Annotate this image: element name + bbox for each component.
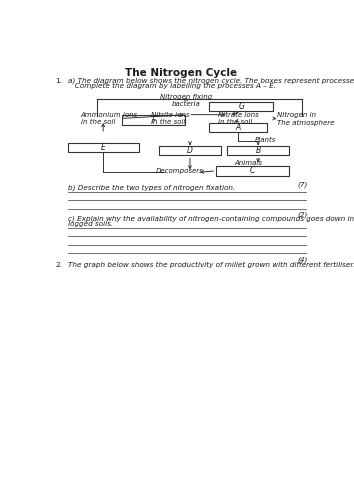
Bar xyxy=(227,146,289,156)
Text: The Nitrogen Cycle: The Nitrogen Cycle xyxy=(125,68,238,78)
Text: 1.: 1. xyxy=(55,78,62,84)
Bar xyxy=(159,146,221,156)
Text: (7): (7) xyxy=(297,182,308,188)
Bar xyxy=(216,166,289,175)
Text: a) The diagram below shows the nitrogen cycle. The boxes represent processes.: a) The diagram below shows the nitrogen … xyxy=(68,78,354,84)
Text: (2): (2) xyxy=(297,212,308,218)
Text: Nitrogen fixing
bacteria: Nitrogen fixing bacteria xyxy=(160,94,212,107)
Text: E: E xyxy=(101,144,105,152)
Text: Plants: Plants xyxy=(255,137,276,143)
Text: B: B xyxy=(256,146,261,156)
Text: The graph below shows the productivity of millet grown with different fertiliser: The graph below shows the productivity o… xyxy=(68,262,354,268)
Text: Nitrogen in
The atmosphere: Nitrogen in The atmosphere xyxy=(277,112,334,126)
Text: Decomposers: Decomposers xyxy=(156,168,204,174)
Text: Nitrate ions
in the soil: Nitrate ions in the soil xyxy=(218,112,259,126)
Text: logged soils.: logged soils. xyxy=(68,221,113,227)
Bar xyxy=(209,102,273,111)
Text: D: D xyxy=(187,146,193,156)
Text: b) Describe the two types of nitrogen fixation.: b) Describe the two types of nitrogen fi… xyxy=(68,184,235,192)
Text: G: G xyxy=(238,102,244,110)
Text: Nitrite ions
in the soil: Nitrite ions in the soil xyxy=(151,112,190,126)
Bar xyxy=(122,116,185,124)
Text: 2.: 2. xyxy=(55,262,62,268)
Text: C: C xyxy=(250,166,256,175)
Text: F: F xyxy=(152,116,156,124)
Bar xyxy=(209,123,267,132)
Text: A: A xyxy=(235,124,241,132)
Text: Complete the diagram by labelling the processes A – E.: Complete the diagram by labelling the pr… xyxy=(68,83,275,89)
Bar xyxy=(68,143,139,152)
Text: c) Explain why the availability of nitrogen-containing compounds goes down in wa: c) Explain why the availability of nitro… xyxy=(68,216,354,222)
Text: Animals: Animals xyxy=(235,160,263,166)
Text: (4): (4) xyxy=(297,256,308,263)
Text: Ammonium ions
in the soil: Ammonium ions in the soil xyxy=(81,112,138,126)
